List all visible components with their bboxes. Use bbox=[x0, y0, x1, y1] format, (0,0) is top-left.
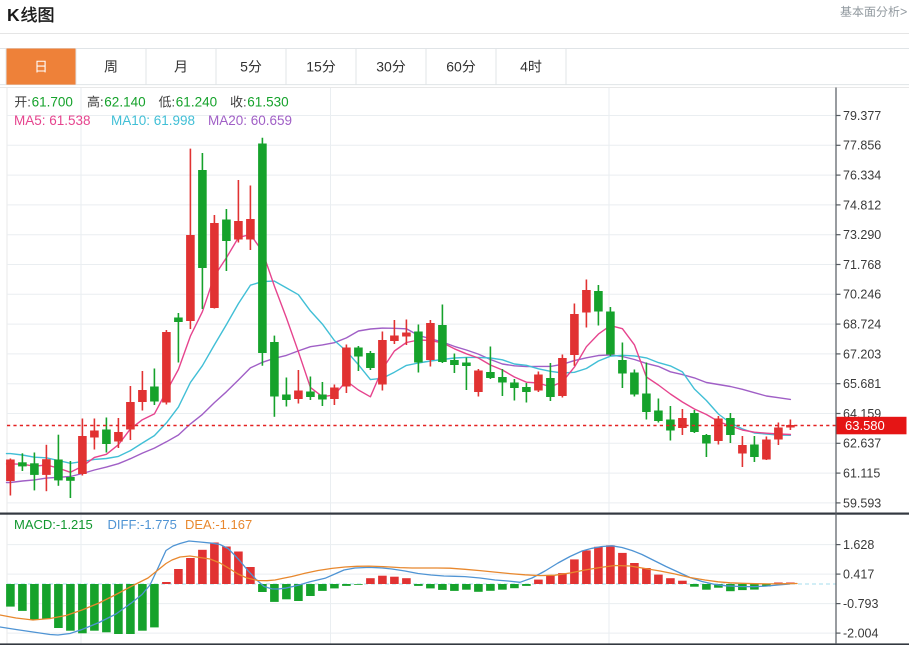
svg-text:30: 30 bbox=[376, 59, 392, 75]
svg-text:DEA:-1.167: DEA:-1.167 bbox=[185, 517, 252, 532]
svg-text:62.637: 62.637 bbox=[843, 437, 881, 451]
svg-text:MACD:-1.215: MACD:-1.215 bbox=[14, 517, 93, 532]
svg-text:MA5: 61.538: MA5: 61.538 bbox=[14, 113, 91, 128]
svg-text:65.681: 65.681 bbox=[843, 377, 881, 391]
svg-text::: : bbox=[172, 95, 176, 110]
svg-text:>: > bbox=[900, 5, 907, 19]
svg-text:MA20: 60.659: MA20: 60.659 bbox=[208, 113, 292, 128]
svg-text:67.203: 67.203 bbox=[843, 347, 881, 361]
svg-text::: : bbox=[100, 95, 104, 110]
svg-text:61.700: 61.700 bbox=[32, 95, 73, 110]
svg-text:76.334: 76.334 bbox=[843, 169, 881, 183]
svg-text:59.593: 59.593 bbox=[843, 496, 881, 510]
svg-text:77.856: 77.856 bbox=[843, 139, 881, 153]
svg-text:4: 4 bbox=[520, 59, 528, 75]
svg-text::: : bbox=[27, 95, 31, 110]
svg-text:62.140: 62.140 bbox=[104, 95, 145, 110]
svg-text:61.530: 61.530 bbox=[247, 95, 288, 110]
svg-text:1.628: 1.628 bbox=[843, 538, 874, 552]
svg-text::: : bbox=[243, 95, 247, 110]
svg-text:74.812: 74.812 bbox=[843, 198, 881, 212]
svg-text:79.377: 79.377 bbox=[843, 109, 881, 123]
svg-text:5: 5 bbox=[240, 59, 248, 75]
svg-text:63.580: 63.580 bbox=[845, 418, 885, 433]
svg-text:DIFF:-1.775: DIFF:-1.775 bbox=[108, 517, 177, 532]
svg-text:71.768: 71.768 bbox=[843, 258, 881, 272]
svg-text:60: 60 bbox=[446, 59, 462, 75]
svg-text:73.290: 73.290 bbox=[843, 228, 881, 242]
svg-text:61.115: 61.115 bbox=[843, 467, 880, 481]
svg-text:15: 15 bbox=[306, 59, 322, 75]
svg-text:68.724: 68.724 bbox=[843, 318, 881, 332]
svg-text:-2.004: -2.004 bbox=[843, 627, 878, 641]
svg-text:MA10: 61.998: MA10: 61.998 bbox=[111, 113, 195, 128]
svg-text:70.246: 70.246 bbox=[843, 288, 881, 302]
svg-text:-0.793: -0.793 bbox=[843, 597, 878, 611]
svg-text:61.240: 61.240 bbox=[176, 95, 217, 110]
svg-text:0.417: 0.417 bbox=[843, 568, 874, 582]
